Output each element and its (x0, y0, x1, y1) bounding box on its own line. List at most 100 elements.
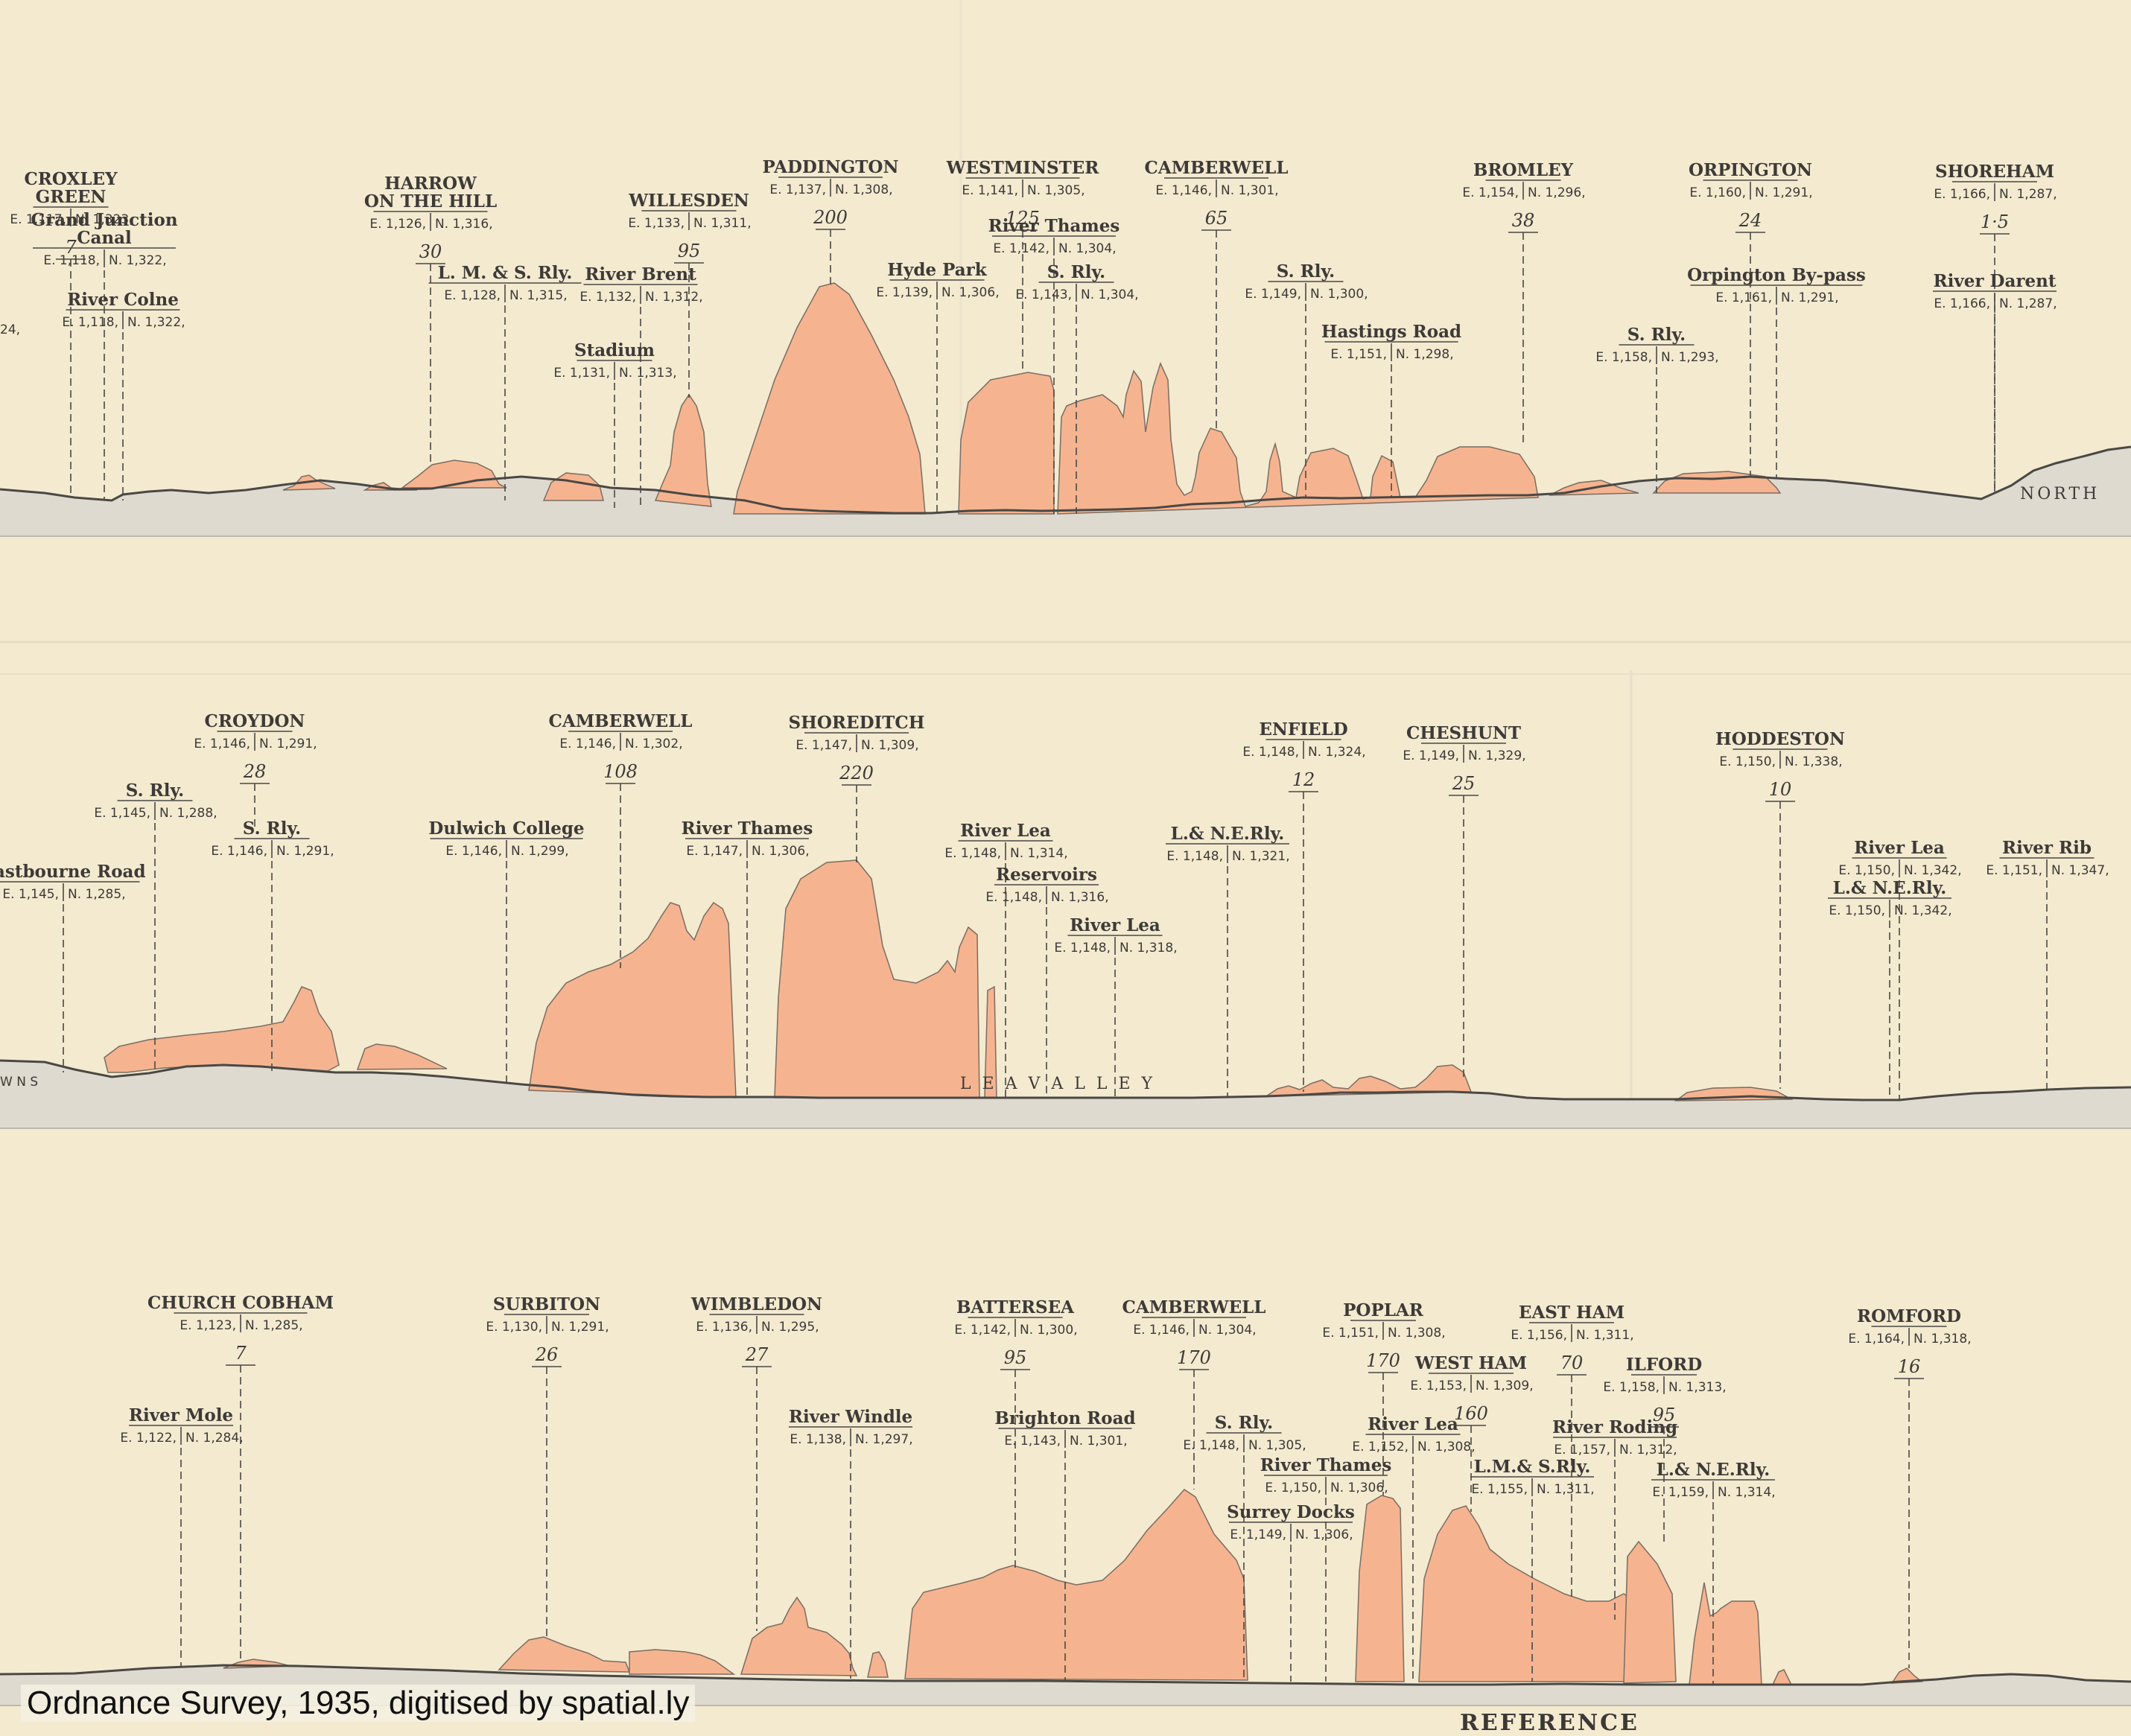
station-label: S. Rly. E. 1,149, N. 1,300, (1245, 261, 1368, 497)
station-label: SURBITON E. 1,130, N. 1,291, 26 (486, 1294, 609, 1638)
station-label: River Lea E. 1,150, N. 1,342, (1838, 838, 1962, 1099)
built-up-area (104, 986, 340, 1073)
northing: N. 1,301, (1070, 1434, 1128, 1449)
place-name: BATTERSEA (956, 1297, 1075, 1317)
place-name: BROMLEY (1473, 160, 1574, 180)
built-up-area (774, 859, 980, 1098)
station-label: S. Rly. E. 1,158, N. 1,293, (1595, 325, 1719, 493)
northing: N. 1,322, (109, 253, 167, 268)
easting: E. 1,126, (369, 217, 426, 232)
paper-folds (0, 640, 2131, 1102)
easting: E. 1,143, (1004, 1434, 1061, 1449)
place-name: WEST HAM (1414, 1353, 1527, 1373)
easting: E. 1,131, (553, 366, 610, 381)
station-label: BROMLEY E. 1,154, N. 1,296, 38 (1462, 160, 1586, 447)
station-label: SHOREDITCH E. 1,147, N. 1,309, 220 (789, 713, 924, 862)
station-label: EAST HAM E. 1,156, N. 1,311, 70 (1511, 1303, 1634, 1601)
place-name: S. Rly. (1047, 262, 1105, 282)
partial-label: W N S (0, 1075, 38, 1090)
easting: E. 1,166, (1934, 187, 1990, 202)
station-label: L.& N.E.Rly. E. 1,150, N. 1,342, (1828, 878, 1952, 1099)
place-name: Hyde Park (887, 260, 988, 280)
easting: E. 1,147, (795, 738, 852, 753)
place-name: Canal (77, 228, 132, 248)
northing: N. 1,306, (1330, 1481, 1388, 1495)
place-name: L.& N.E.Rly. (1171, 824, 1285, 844)
place-name: WESTMINSTER (946, 158, 1100, 178)
easting: E. 1,146, (211, 844, 267, 859)
ground-profile-line (0, 445, 2131, 515)
place-name: L.& N.E.Rly. (1833, 878, 1947, 898)
place-name: EAST HAM (1519, 1303, 1625, 1323)
northing: N. 1,318, (1914, 1332, 1972, 1346)
station-label: BATTERSEA E. 1,142, N. 1,300, 95 (954, 1297, 1078, 1571)
spot-height: 38 (1512, 210, 1535, 231)
spot-height: 10 (1769, 779, 1792, 800)
northing: N. 1,291, (1755, 185, 1813, 200)
built-up-area (654, 393, 712, 507)
place-name: SHOREHAM (1935, 162, 2054, 182)
place-name: River Colne (67, 290, 179, 310)
station-label: ILFORD E. 1,158, N. 1,313, 95 (1603, 1355, 1727, 1542)
easting: E. 1,149, (1403, 748, 1459, 763)
built-up-area (356, 1043, 448, 1070)
built-up-area (1652, 471, 1782, 494)
station-label: L.M.& S.Rly. E. 1,155, N. 1,311, (1470, 1457, 1595, 1682)
easting: E. 1,130, (486, 1320, 542, 1335)
northing: N. 1,295, (761, 1320, 819, 1335)
easting: E. 1,122, (120, 1431, 177, 1446)
easting: E. 1,132, (579, 290, 636, 305)
place-name: L.M.& S.Rly. (1474, 1457, 1591, 1477)
place-name: Dulwich College (428, 818, 584, 839)
easting: E. 1,137, (769, 182, 826, 197)
place-name: Stadium (574, 340, 655, 360)
northing: N. 1,312, (645, 290, 703, 305)
easting: E. 1,157, (1554, 1443, 1610, 1457)
place-name: River Lea (960, 821, 1051, 841)
spot-height: 25 (1452, 773, 1476, 794)
northing: N. 1,306, (1295, 1527, 1353, 1542)
station-label: CROYDON E. 1,146, N. 1,291, 28 (194, 711, 317, 827)
easting: E. 1,149, (1245, 287, 1301, 302)
easting: E. 1,118, (62, 315, 118, 330)
northing: N. 1,315, (509, 288, 568, 303)
spot-height: 16 (1898, 1356, 1921, 1377)
built-up-area (1890, 1667, 1924, 1684)
northing: N. 1,313, (619, 366, 677, 381)
northing: N. 1,342, (1894, 903, 1952, 918)
easting: E. 1,146, (194, 737, 250, 751)
northing: N. 1,285, (68, 887, 126, 902)
built-up-area (629, 1649, 736, 1675)
built-up-area (1689, 1582, 1762, 1685)
northing: N. 1,302, (625, 737, 683, 751)
station-label: River Thames E. 1,147, N. 1,306, (682, 818, 813, 1098)
spot-height: 125 (1006, 208, 1040, 229)
station-label: S. Rly. E. 1,148, N. 1,305, (1183, 1413, 1306, 1680)
northing: N. 1,291, (551, 1320, 609, 1335)
place-name: WIMBLEDON (690, 1294, 822, 1314)
northing: N. 1,342, (1904, 863, 1962, 878)
easting: E. 1,145, (2, 887, 59, 902)
place-name: Reservoirs (996, 865, 1097, 885)
northing: N. 1,312, (1619, 1443, 1677, 1457)
built-up-area (1057, 361, 1539, 515)
ground-profile-line (0, 1059, 2131, 1101)
place-name: Hastings Road (1321, 322, 1461, 342)
northing: N. 1,308, (835, 182, 893, 197)
station-label: CHURCH COBHAM E. 1,123, N. 1,285, 7 (147, 1293, 334, 1662)
station-label: PADDINGTON E. 1,137, N. 1,308, 200 (763, 157, 898, 284)
easting: E. 1,150, (1838, 863, 1895, 878)
station-label: River Colne E. 1,118, N. 1,322, (62, 290, 185, 500)
place-name: River Windle (789, 1407, 912, 1427)
easting: E. 1,149, (1230, 1527, 1286, 1542)
station-label: River Lea E. 1,148, N. 1,318, (1054, 915, 1178, 1098)
northing: N. 1,300, (1020, 1323, 1078, 1338)
ground-band (0, 447, 2131, 536)
easting: E. 1,150, (1719, 754, 1776, 769)
place-name: River Darent (1934, 271, 2057, 291)
spot-height: 1·5 (1981, 212, 2009, 232)
place-name: WILLESDEN (628, 191, 749, 211)
place-name: ON THE HILL (364, 191, 497, 212)
easting: E. 1,138, (790, 1432, 846, 1447)
